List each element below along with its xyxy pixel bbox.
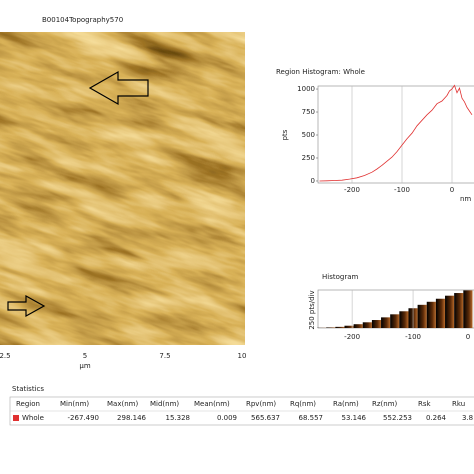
table-cell: 0.009	[217, 414, 237, 422]
table-cell: -267.490	[68, 414, 99, 422]
histogram-bar	[371, 320, 382, 328]
y-tick-label: 250	[302, 154, 315, 162]
x-tick-label: -200	[344, 333, 360, 341]
table-cell: 565.637	[251, 414, 280, 422]
x-axis-label: µm	[79, 362, 90, 370]
y-tick-label: 750	[302, 108, 315, 116]
image-title: B00104Topography570	[42, 16, 123, 24]
y-tick-label: 0	[311, 177, 315, 185]
histogram-bar	[390, 314, 400, 328]
table-cell: 15.328	[166, 414, 191, 422]
x-tick-label: 2.5	[0, 352, 11, 360]
histogram-bar	[381, 317, 391, 328]
table-cell: 68.557	[299, 414, 324, 422]
column-header: Rpv(nm)	[246, 400, 276, 408]
histogram-bar	[353, 324, 363, 328]
table-cell: Whole	[22, 414, 44, 422]
afm-image	[0, 32, 245, 345]
table-title: Statistics	[12, 385, 44, 393]
histogram-bar	[344, 325, 354, 328]
histogram-bar	[362, 322, 372, 328]
x-tick-label: 10	[238, 352, 247, 360]
x-tick-label: 5	[83, 352, 87, 360]
table-cell: 0.264	[426, 414, 447, 422]
column-header: Min(nm)	[60, 400, 89, 408]
column-header: Mid(nm)	[150, 400, 179, 408]
histogram-bar	[435, 298, 446, 328]
column-header: Rq(nm)	[290, 400, 316, 408]
column-header: Mean(nm)	[194, 400, 230, 408]
column-header: Rz(nm)	[372, 400, 398, 408]
histogram-bar	[399, 311, 409, 328]
column-header: Max(nm)	[107, 400, 138, 408]
table-cell: 552.253	[383, 414, 412, 422]
histogram-bar	[426, 301, 436, 328]
histogram-line	[319, 84, 473, 182]
column-header: Region	[16, 400, 40, 408]
x-tick-label: 7.5	[159, 352, 170, 360]
histogram-bar	[335, 326, 345, 328]
histogram-bar	[326, 327, 336, 328]
column-header: Ra(nm)	[333, 400, 359, 408]
column-header: Rsk	[418, 400, 432, 408]
histogram-bar	[445, 295, 455, 328]
table-cell: 3.8	[462, 414, 473, 422]
x-axis-label: nm	[460, 195, 471, 203]
x-tick-label: 0	[466, 333, 470, 341]
table-cell: 298.146	[117, 414, 146, 422]
x-tick-label: -100	[405, 333, 421, 341]
column-header: Rku	[452, 400, 465, 408]
histogram-bar	[454, 293, 464, 328]
y-tick-label: 500	[302, 131, 315, 139]
x-tick-label: 0	[450, 186, 454, 194]
y-axis-label: 250 pts/div	[308, 290, 316, 329]
chart-title: Region Histogram: Whole	[276, 68, 365, 76]
y-axis-label: pts	[281, 129, 289, 140]
histogram-bar	[417, 304, 427, 328]
region-swatch	[13, 415, 19, 421]
histogram-bar	[463, 290, 473, 328]
table-cell: 53.146	[342, 414, 367, 422]
arrows	[7, 70, 149, 318]
chart-title: Histogram	[322, 273, 358, 281]
x-tick-label: -100	[394, 186, 410, 194]
x-tick-label: -200	[344, 186, 360, 194]
y-tick-label: 1000	[297, 85, 315, 93]
plot-frame	[317, 85, 474, 184]
